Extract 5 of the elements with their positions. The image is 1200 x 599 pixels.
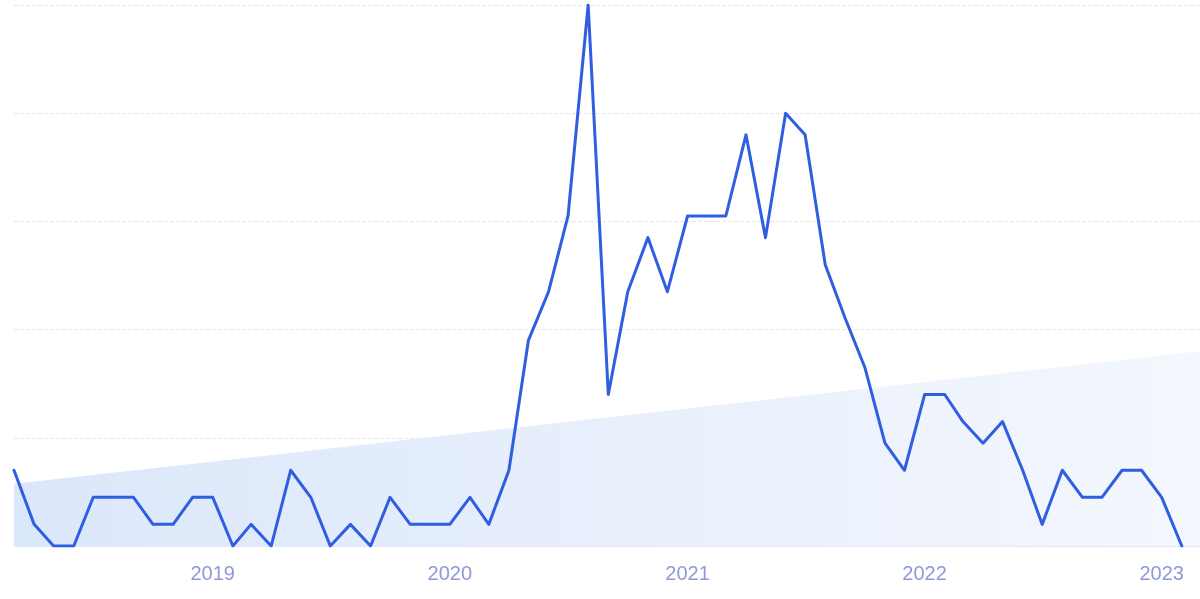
x-tick-label: 2020 — [427, 562, 473, 584]
x-tick-label: 2021 — [665, 562, 710, 584]
x-tick-label: 2019 — [190, 562, 235, 584]
x-tick-label: 2023 — [1139, 562, 1184, 584]
x-tick-label: 2022 — [902, 562, 947, 584]
